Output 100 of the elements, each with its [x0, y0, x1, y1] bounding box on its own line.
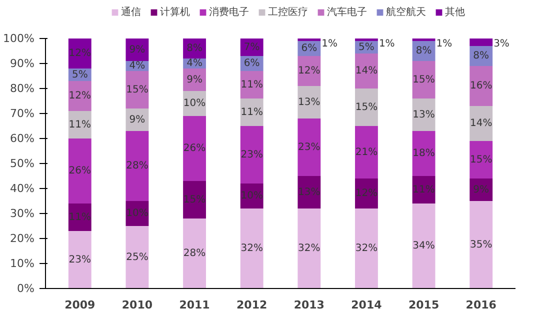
data-label: 8% — [186, 43, 202, 54]
data-label: 21% — [355, 146, 378, 158]
legend-label: 汽车电子 — [327, 6, 367, 19]
data-label: 12% — [68, 90, 92, 102]
data-label: 13% — [298, 186, 320, 198]
y-tick-label: 0% — [17, 282, 34, 295]
data-label: 12% — [298, 66, 320, 76]
bar — [298, 118, 321, 176]
bar — [68, 111, 92, 138]
y-tick-label: 50% — [10, 157, 35, 170]
data-label: 32% — [298, 243, 320, 254]
legend-label: 消费电子 — [209, 6, 249, 19]
data-label: 13% — [298, 96, 320, 108]
data-label: 8% — [473, 50, 490, 62]
bar — [298, 208, 321, 288]
data-label: 11% — [412, 184, 435, 196]
data-label: 8% — [416, 46, 432, 56]
data-label: 15% — [470, 154, 492, 166]
data-label: 26% — [68, 166, 92, 176]
bar — [412, 61, 436, 98]
data-label: 35% — [470, 239, 492, 250]
bar — [412, 131, 436, 176]
data-label: 3% — [494, 38, 510, 50]
data-label: 9% — [129, 114, 146, 126]
x-tick-label: 2016 — [466, 298, 497, 312]
data-label: 14% — [470, 118, 492, 129]
data-label: 6% — [301, 43, 318, 54]
bar — [470, 38, 493, 46]
x-tick-label: 2011 — [179, 298, 210, 312]
data-label: 4% — [129, 60, 146, 72]
x-tick-label: 2012 — [236, 298, 268, 312]
x-tick-label: 2013 — [294, 298, 324, 312]
data-label: 23% — [298, 142, 320, 153]
data-label: 15% — [126, 84, 148, 96]
x-tick-label: 2010 — [122, 298, 153, 312]
bar — [126, 71, 149, 108]
legend-label: 通信 — [121, 6, 141, 19]
data-label: 5% — [358, 42, 374, 53]
x-tick-label: 2015 — [408, 298, 440, 312]
data-label: 9% — [186, 74, 202, 86]
data-label: 32% — [240, 243, 263, 254]
bar — [412, 98, 436, 131]
bar — [470, 201, 493, 288]
bar — [183, 218, 206, 288]
data-label: 7% — [244, 42, 260, 53]
bar — [240, 208, 264, 288]
bar — [240, 126, 264, 184]
bar — [126, 131, 149, 201]
data-label: 11% — [68, 119, 92, 130]
bar — [68, 138, 92, 204]
legend-label: 工控医疗 — [268, 6, 308, 19]
y-tick-label: 100% — [3, 32, 35, 45]
data-label: 15% — [183, 194, 206, 206]
bar — [240, 71, 264, 98]
bar — [298, 176, 321, 208]
y-tick-label: 20% — [10, 232, 35, 245]
data-label: 14% — [355, 66, 378, 76]
data-label: 6% — [244, 58, 260, 69]
data-label: 1% — [436, 38, 452, 50]
data-label: 16% — [470, 80, 492, 92]
y-tick-label: 10% — [10, 257, 35, 270]
y-tick-label: 90% — [10, 57, 35, 70]
data-label: 1% — [322, 38, 338, 50]
data-label: 28% — [126, 160, 148, 172]
bar — [412, 204, 436, 288]
legend-label: 航空航天 — [386, 6, 426, 19]
y-tick-label: 80% — [10, 82, 35, 95]
data-label: 11% — [240, 79, 263, 90]
bar — [126, 226, 149, 288]
bar — [240, 98, 264, 126]
data-label: 9% — [473, 184, 490, 196]
bar — [470, 66, 493, 106]
y-tick-label: 30% — [10, 207, 35, 220]
data-label: 9% — [129, 44, 146, 56]
bar — [470, 106, 493, 141]
legend-label: 其他 — [445, 6, 465, 19]
data-label: 5% — [72, 69, 88, 80]
data-label: 10% — [240, 190, 263, 202]
data-label: 12% — [355, 188, 378, 199]
y-tick-label: 70% — [10, 107, 35, 120]
bar — [470, 141, 493, 178]
legend-label: 计算机 — [160, 6, 190, 19]
data-label: 1% — [378, 38, 395, 50]
bar — [183, 181, 206, 218]
bar — [355, 54, 378, 88]
data-label: 23% — [68, 254, 92, 266]
y-tick-label: 60% — [10, 132, 35, 145]
bar — [355, 208, 378, 288]
bar — [68, 231, 92, 288]
data-label: 11% — [240, 106, 263, 118]
data-label: 26% — [183, 143, 206, 154]
bar — [68, 38, 92, 68]
bar — [298, 86, 321, 118]
bar — [68, 81, 92, 111]
data-label: 10% — [126, 208, 148, 219]
data-label: 10% — [183, 98, 206, 109]
data-label: 28% — [183, 248, 206, 259]
data-label: 34% — [412, 240, 435, 252]
data-label: 12% — [68, 48, 92, 59]
bar — [355, 88, 378, 126]
